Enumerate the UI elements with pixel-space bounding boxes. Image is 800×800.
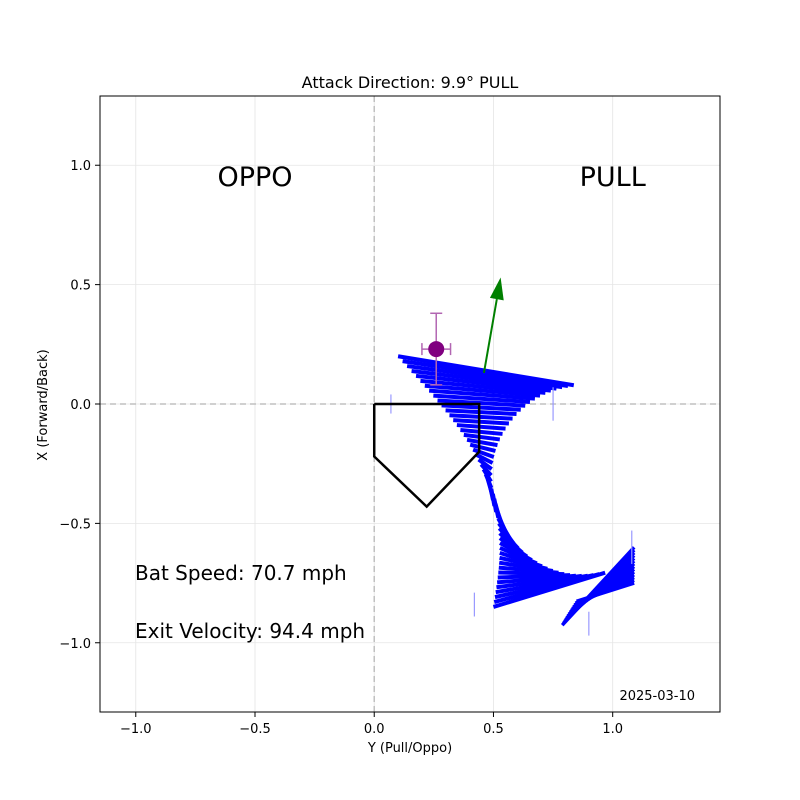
bat-segment <box>424 383 541 398</box>
bat-segment <box>456 423 506 431</box>
x-tick-label: −1.0 <box>120 722 152 737</box>
contact-point <box>428 341 445 358</box>
x-tick-label: −0.5 <box>239 722 271 737</box>
y-tick-label: 0.5 <box>70 279 91 294</box>
date-label: 2025-03-10 <box>619 689 695 704</box>
bat-segment <box>441 403 521 412</box>
y-tick-label: −0.5 <box>59 517 91 532</box>
bat-segment <box>415 373 552 393</box>
attack-direction-arrow-head <box>489 277 504 301</box>
bat-segment <box>472 447 495 459</box>
bat-segment <box>453 418 510 426</box>
y-tick-label: 1.0 <box>70 159 91 174</box>
bat-segment <box>406 364 563 390</box>
bat-segment <box>420 378 546 395</box>
bat-segment <box>445 408 517 417</box>
bat-segment <box>466 437 498 448</box>
bat-segment <box>460 427 503 436</box>
home-plate <box>372 402 481 509</box>
bat-segment <box>433 393 531 404</box>
exit-velocity-label: Exit Velocity: 94.4 mph <box>135 619 365 643</box>
bat-segment <box>492 570 606 609</box>
bat-segment <box>477 457 493 471</box>
bat-segment <box>397 354 575 388</box>
bat-followthrough-segment <box>576 581 635 603</box>
bat-segment <box>402 359 569 388</box>
attack-direction-arrow-shaft <box>482 298 498 374</box>
bat-speed-label: Bat Speed: 70.7 mph <box>135 561 347 585</box>
bat-segment <box>463 432 501 442</box>
region-label-oppo: OPPO <box>217 162 292 193</box>
bat-segment <box>428 388 536 401</box>
x-axis-title: Y (Pull/Oppo) <box>367 741 452 756</box>
y-axis-title: X (Forward/Back) <box>36 349 51 460</box>
x-tick-label: 0.0 <box>364 722 385 737</box>
bat-segment <box>469 442 496 453</box>
y-tick-label: −1.0 <box>59 637 91 652</box>
plot-area: −1.0 −0.5 0.0 0.5 1.0 −1.0 −0.5 0.0 0.5 1.0 OPPO PU… <box>59 95 721 737</box>
chart-title: Attack Direction: 9.9° PULL <box>302 73 519 92</box>
bat-segment <box>437 398 526 408</box>
region-label-pull: PULL <box>580 162 646 193</box>
bat-segment <box>475 452 494 465</box>
data-layer <box>372 277 636 636</box>
bat-segment <box>449 413 513 421</box>
y-tick-label: 0.0 <box>70 398 91 413</box>
x-tick-label: 0.5 <box>483 722 504 737</box>
x-tick-label: 1.0 <box>602 722 623 737</box>
